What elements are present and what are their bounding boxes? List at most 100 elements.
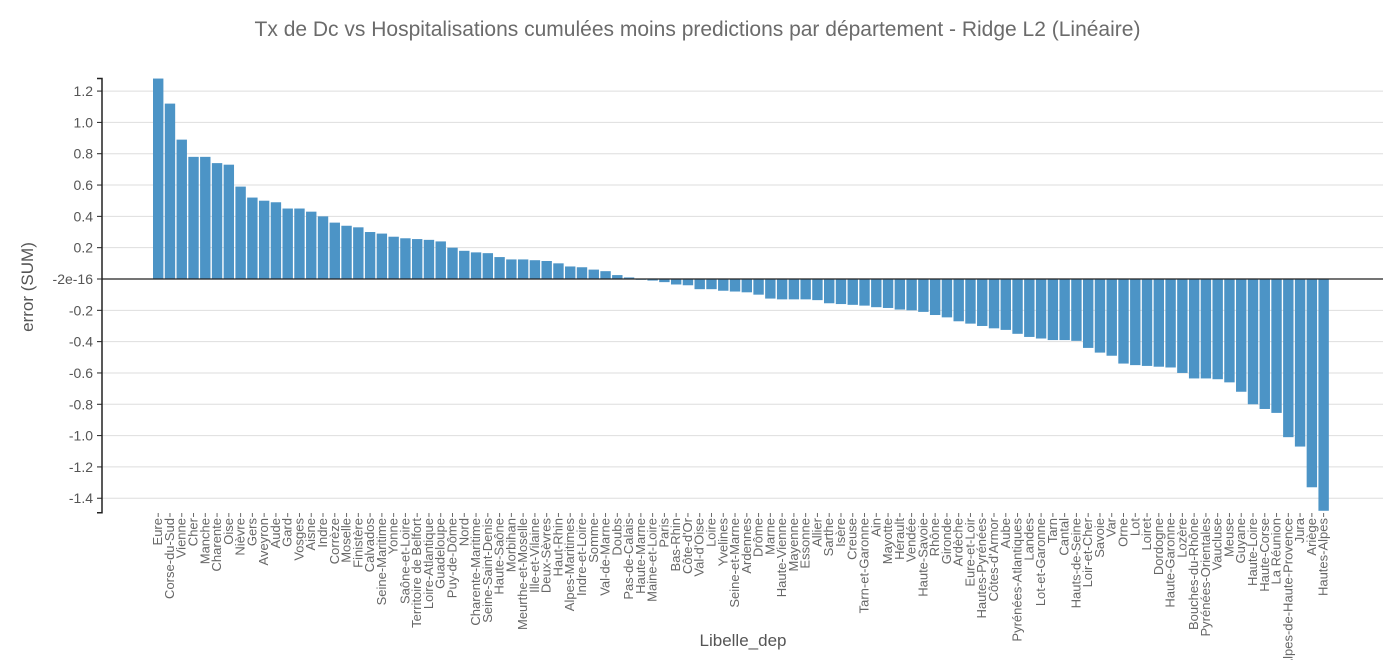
bar[interactable] <box>211 163 223 279</box>
bar[interactable] <box>1236 279 1247 392</box>
bar[interactable] <box>176 139 187 279</box>
bar[interactable] <box>623 277 635 279</box>
bar[interactable] <box>1130 279 1141 366</box>
bar[interactable] <box>423 239 435 279</box>
bar[interactable] <box>447 247 458 279</box>
bar[interactable] <box>270 202 282 279</box>
bar[interactable] <box>317 216 329 279</box>
bar[interactable] <box>1106 279 1117 356</box>
bar[interactable] <box>835 279 847 305</box>
bar[interactable] <box>223 164 235 279</box>
bar[interactable] <box>517 259 529 279</box>
bar[interactable] <box>247 197 258 279</box>
bar[interactable] <box>164 103 176 279</box>
bar[interactable] <box>200 156 211 279</box>
bar[interactable] <box>1224 279 1235 383</box>
bar[interactable] <box>588 269 599 279</box>
bar[interactable] <box>1059 279 1070 341</box>
bar[interactable] <box>1035 279 1047 339</box>
bar[interactable] <box>1153 279 1165 367</box>
bar[interactable] <box>294 208 305 279</box>
bar[interactable] <box>435 241 446 279</box>
bar[interactable] <box>470 252 482 279</box>
bar[interactable] <box>576 267 588 279</box>
bar[interactable] <box>1247 279 1259 405</box>
bar[interactable] <box>1118 279 1129 364</box>
bar[interactable] <box>953 279 964 322</box>
bar[interactable] <box>1047 279 1059 341</box>
bar[interactable] <box>871 279 882 308</box>
bar[interactable] <box>741 279 752 293</box>
bar[interactable] <box>1294 279 1306 447</box>
bar[interactable] <box>977 279 988 326</box>
bar[interactable] <box>353 227 364 279</box>
bar[interactable] <box>282 208 293 279</box>
bar[interactable] <box>847 279 858 305</box>
bar[interactable] <box>812 279 823 301</box>
bar[interactable] <box>600 271 611 279</box>
bar[interactable] <box>411 239 423 279</box>
bar[interactable] <box>694 279 705 290</box>
bar[interactable] <box>364 232 376 279</box>
bar[interactable] <box>1082 279 1094 348</box>
bar[interactable] <box>388 236 399 279</box>
bar[interactable] <box>1283 279 1294 438</box>
bar[interactable] <box>824 279 835 304</box>
bar[interactable] <box>341 225 352 279</box>
bar[interactable] <box>1318 279 1329 511</box>
bar[interactable] <box>188 156 199 279</box>
bar[interactable] <box>1024 279 1035 337</box>
bar[interactable] <box>541 260 552 279</box>
bar[interactable] <box>153 78 164 279</box>
bar[interactable] <box>1259 279 1270 409</box>
bar[interactable] <box>376 233 388 279</box>
bar[interactable] <box>659 279 670 283</box>
bar[interactable] <box>988 279 1000 329</box>
bar[interactable] <box>1212 279 1223 380</box>
bar[interactable] <box>306 211 317 279</box>
bar[interactable] <box>682 279 694 286</box>
bar[interactable] <box>788 279 800 300</box>
bar[interactable] <box>1141 279 1153 366</box>
bar[interactable] <box>1306 279 1318 488</box>
bar[interactable] <box>706 279 717 290</box>
bar[interactable] <box>718 279 729 291</box>
bar[interactable] <box>765 279 776 299</box>
bar[interactable] <box>1271 279 1282 413</box>
bar[interactable] <box>753 279 764 295</box>
bar[interactable] <box>235 186 246 279</box>
bar[interactable] <box>894 279 906 310</box>
bar[interactable] <box>459 250 470 279</box>
bar[interactable] <box>506 259 517 279</box>
bar[interactable] <box>482 253 494 279</box>
bar[interactable] <box>1165 279 1176 368</box>
bar[interactable] <box>329 222 340 279</box>
bar[interactable] <box>1200 279 1212 379</box>
bar[interactable] <box>965 279 976 324</box>
bar[interactable] <box>1071 279 1082 341</box>
bar[interactable] <box>918 279 929 312</box>
bar[interactable] <box>529 260 541 279</box>
x-tick-label: Aveyron <box>256 518 271 565</box>
bar[interactable] <box>553 263 564 279</box>
bar[interactable] <box>776 279 788 300</box>
bar[interactable] <box>800 279 811 300</box>
bar[interactable] <box>612 275 623 279</box>
bar[interactable] <box>1012 279 1023 334</box>
bar[interactable] <box>1177 279 1188 373</box>
bar[interactable] <box>670 279 682 285</box>
bar[interactable] <box>1188 279 1200 379</box>
bar[interactable] <box>258 200 270 279</box>
bar[interactable] <box>494 257 505 279</box>
bar[interactable] <box>859 279 870 306</box>
bar[interactable] <box>929 279 941 316</box>
bar[interactable] <box>565 266 576 279</box>
bar[interactable] <box>647 279 658 281</box>
bar[interactable] <box>400 238 411 279</box>
bar[interactable] <box>941 279 953 318</box>
bar[interactable] <box>882 279 894 308</box>
bar[interactable] <box>1000 279 1011 330</box>
bar[interactable] <box>729 279 741 292</box>
bar[interactable] <box>906 279 917 311</box>
bar[interactable] <box>1094 279 1106 353</box>
